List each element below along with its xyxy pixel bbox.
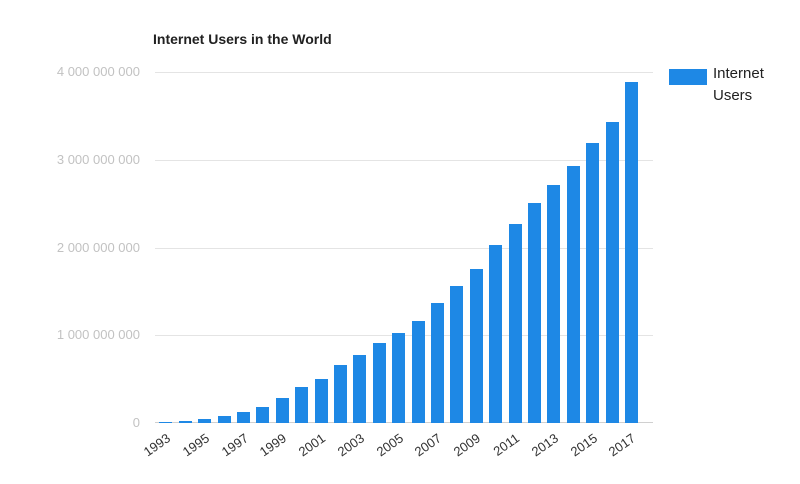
y-axis-label-1: 1 000 000 000 bbox=[56, 327, 140, 342]
y-axis-label-0: 0 bbox=[132, 415, 140, 430]
bar-2014 bbox=[567, 166, 580, 423]
y-axis-label-2: 2 000 000 000 bbox=[56, 240, 140, 255]
bar-1997 bbox=[237, 412, 250, 423]
bar-2017 bbox=[625, 82, 638, 423]
bar-1993 bbox=[159, 422, 172, 423]
bar-2013 bbox=[547, 185, 560, 423]
bar-1994 bbox=[179, 421, 192, 423]
bar-1995 bbox=[198, 419, 211, 423]
bar-2005 bbox=[392, 333, 405, 423]
chart-title: Internet Users in the World bbox=[153, 31, 332, 47]
gridline bbox=[155, 248, 653, 249]
bar-2002 bbox=[334, 365, 347, 423]
bar-2007 bbox=[431, 303, 444, 423]
bar-2016 bbox=[606, 122, 619, 423]
gridline bbox=[155, 72, 653, 73]
legend-swatch bbox=[669, 69, 707, 85]
bar-2006 bbox=[412, 321, 425, 423]
bar-1996 bbox=[218, 416, 231, 423]
bar-1998 bbox=[256, 407, 269, 423]
bar-2010 bbox=[489, 245, 502, 423]
bar-2004 bbox=[373, 343, 386, 423]
bar-2001 bbox=[315, 379, 328, 423]
bar-2009 bbox=[470, 269, 483, 423]
y-axis-label-3: 3 000 000 000 bbox=[56, 152, 140, 167]
bar-2008 bbox=[450, 286, 463, 423]
bar-2012 bbox=[528, 203, 541, 423]
bar-2015 bbox=[586, 143, 599, 423]
bar-2003 bbox=[353, 355, 366, 423]
plot-area: 1993 1995 1997 1999 2001 2003 2005 2007 2009 2011… bbox=[141, 72, 653, 459]
bar-1999 bbox=[276, 398, 289, 423]
bar-2000 bbox=[295, 387, 308, 423]
bar-2011 bbox=[509, 224, 522, 423]
y-axis-label-4: 4 000 000 000 bbox=[56, 64, 140, 79]
gridline bbox=[155, 160, 653, 161]
legend-label: Internet Users bbox=[713, 65, 764, 104]
